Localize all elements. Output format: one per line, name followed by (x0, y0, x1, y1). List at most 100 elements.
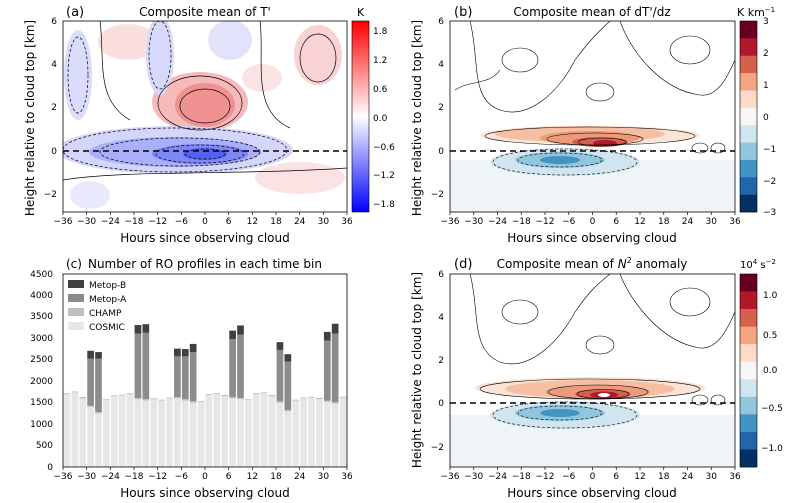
panel-b-cbar-tick: 0 (763, 113, 769, 123)
bar-metop-b (331, 323, 339, 334)
bar-champ (158, 399, 165, 401)
bar-cosmic (63, 394, 71, 467)
panel-b-ytick: 2 (438, 103, 444, 113)
x-tick-label: 36 (729, 217, 741, 227)
bar-metop-a (323, 340, 331, 401)
panel-d-cbar-tick: −1.0 (761, 444, 783, 454)
colorbar-segment (740, 177, 757, 195)
panel-c-ytick: 3500 (30, 312, 53, 322)
legend-swatch-metop-b (68, 280, 84, 288)
x-tick-label: 24 (682, 217, 694, 227)
legend-swatch-cosmic (68, 322, 84, 330)
bar-champ (331, 402, 339, 404)
bar-champ (142, 399, 150, 401)
panel-a-xlabel: Hours since observing cloud (120, 231, 289, 245)
panel-b-cbar-ticks: 3 2 1 0 −1 −2 −3 (763, 17, 776, 218)
panel-a-ytick: 4 (51, 60, 57, 70)
panel-d-cbar-ticks: 1.0 0.5 0.0 −0.5 −1.0 (761, 291, 783, 454)
bar-cosmic (252, 394, 260, 467)
panel-a-cbar-tick: −1.8 (373, 200, 395, 210)
bar-cosmic (339, 397, 347, 467)
panel-a-yticks: 6 4 2 0 −2 (44, 17, 58, 200)
panel-a-cbar-tick: 0.0 (373, 114, 388, 124)
bar-champ (237, 397, 244, 400)
panel-d-cbar-tick: 0.5 (763, 331, 777, 341)
bar-champ (245, 399, 252, 401)
bar-champ (252, 393, 260, 395)
bar-champ (308, 396, 315, 398)
x-tick-label: −30 (464, 217, 483, 227)
colorbar-segment (740, 21, 757, 39)
panel-c-ytick: 2500 (30, 355, 53, 365)
panel-c-ytick: 2000 (30, 377, 53, 387)
x-tick-label: −36 (54, 217, 73, 227)
panel-d-tag: (d) (454, 257, 472, 272)
panel-c-ytick: 4500 (30, 270, 53, 280)
x-tick-label: 36 (729, 472, 741, 482)
legend-label-metop-a: Metop-A (89, 295, 127, 305)
bar-cosmic (150, 399, 158, 467)
panel-b-ytick: 0 (438, 147, 444, 157)
x-tick-label: −36 (54, 472, 73, 482)
x-tick-label: −18 (125, 217, 144, 227)
x-tick-label: −12 (536, 217, 555, 227)
panel-a-xticks: −36 −30 −24 −18 −12 −6 0 6 12 18 24 30 36 (54, 212, 353, 227)
panel-b-ytick: −2 (431, 190, 444, 200)
panel-c-ytick: 4000 (30, 291, 53, 301)
panel-b-cbar-tick: −1 (763, 145, 776, 155)
x-tick-label: −12 (148, 217, 167, 227)
bar-cosmic (71, 392, 79, 467)
panel-c-ytick: 0 (47, 463, 53, 473)
bar-cosmic (276, 402, 284, 467)
x-tick-label: 36 (341, 217, 353, 227)
bar-champ (205, 394, 213, 395)
x-tick-label: 24 (682, 472, 694, 482)
bar-metop-a (174, 356, 181, 398)
bar-metop-b (134, 325, 142, 334)
bar-cosmic (134, 399, 142, 467)
x-tick-label: 24 (294, 472, 306, 482)
panel-b-cbar-tick: 1 (763, 81, 769, 91)
bar-metop-a (142, 332, 150, 400)
panel-c-ytick: 500 (36, 441, 53, 451)
panel-d-ylabel: Height relative to cloud top [km] (410, 272, 424, 468)
x-tick-label: −12 (148, 472, 167, 482)
panel-c-xticks: −36 −30 −24 −18 −12 −6 0 6 12 18 24 30 36 (54, 467, 353, 482)
panel-a-ytick: 2 (51, 103, 57, 113)
colorbar-segment (740, 55, 757, 74)
panel-b-cbar-tick: 2 (763, 49, 769, 59)
bar-champ (213, 393, 221, 395)
panel-a-ytick: 0 (51, 147, 57, 157)
panel-d-field (450, 274, 735, 467)
panel-a-cbar-tick: −1.2 (373, 171, 395, 181)
colorbar-segment (740, 396, 757, 415)
panel-a-field (63, 21, 347, 212)
panel-d-yticks: 6 4 2 0 −2 (431, 270, 445, 453)
panel-c-ytick: 1500 (30, 398, 53, 408)
colorbar-segment (740, 291, 757, 310)
bar-champ (276, 401, 284, 403)
bar-cosmic (268, 396, 276, 467)
colorbar-segment (740, 38, 757, 57)
x-tick-label: −6 (562, 217, 576, 227)
bar-champ (87, 405, 94, 407)
bar-metop-a (331, 333, 339, 403)
panel-a-title: Composite mean of T' (139, 5, 271, 19)
bar-metop-b (189, 343, 197, 353)
x-tick-label: 18 (658, 217, 670, 227)
panel-b-cbar-tick: 3 (763, 17, 769, 27)
panel-a-cbar-tick: 0.6 (373, 85, 388, 95)
panel-b-cbar-unit: K km−1 (737, 6, 775, 19)
panel-a: (a) Composite mean of T' (23, 5, 395, 245)
panel-b-cbar-tick: −2 (763, 177, 776, 187)
panel-d-cbar-tick: 0.0 (763, 366, 778, 376)
bar-metop-a (95, 358, 102, 413)
x-tick-label: 12 (247, 217, 258, 227)
x-tick-label: 30 (706, 472, 718, 482)
bar-cosmic (110, 396, 118, 467)
panel-d-xticks: −36 −30 −24 −18 −12 −6 0 6 12 18 24 30 36 (441, 467, 741, 482)
panel-b: (b) Composite mean of dT'/dz (410, 5, 776, 245)
x-tick-label: −6 (175, 472, 189, 482)
bar-cosmic (260, 393, 268, 467)
bar-cosmic (95, 413, 102, 467)
